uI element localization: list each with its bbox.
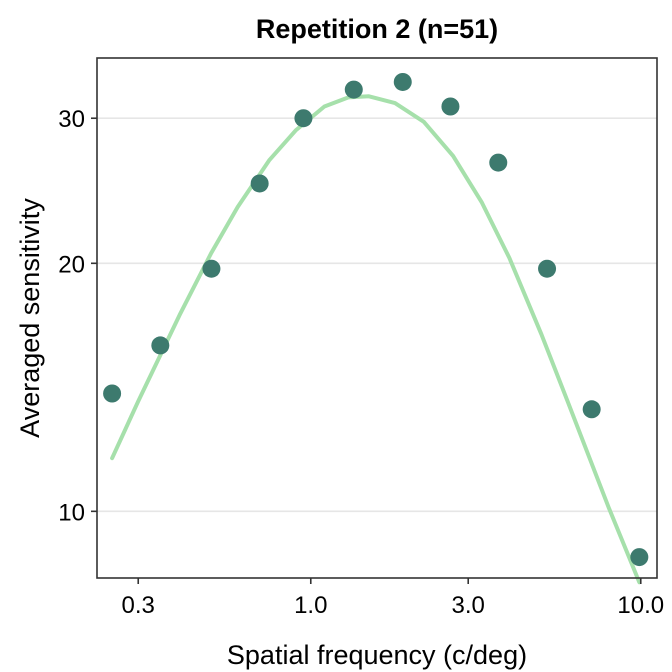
data-point bbox=[630, 548, 649, 567]
fit-curve bbox=[110, 94, 642, 585]
data-point bbox=[202, 259, 221, 278]
data-point bbox=[582, 400, 601, 419]
grid-lines bbox=[97, 117, 657, 513]
x-axis-ticks: 0.3 1.0 3.0 10.0 bbox=[122, 578, 664, 619]
data-point bbox=[538, 259, 557, 278]
x-tick-label: 3.0 bbox=[452, 592, 485, 619]
y-tick-label: 20 bbox=[58, 251, 85, 278]
x-tick-label: 0.3 bbox=[122, 592, 155, 619]
fit-curve-layer bbox=[110, 94, 642, 585]
data-point bbox=[294, 109, 313, 128]
data-point bbox=[344, 80, 363, 99]
y-tick-label: 10 bbox=[58, 499, 85, 526]
data-point bbox=[393, 72, 412, 91]
y-axis-title: Averaged sensitivity bbox=[15, 198, 45, 438]
plot-panel bbox=[96, 57, 658, 579]
data-point bbox=[489, 153, 508, 172]
data-point bbox=[103, 384, 122, 403]
data-point bbox=[250, 174, 269, 193]
y-tick-label: 30 bbox=[58, 106, 85, 133]
data-point bbox=[151, 336, 170, 355]
x-tick-label: 1.0 bbox=[294, 592, 327, 619]
data-points bbox=[103, 72, 649, 567]
x-axis-title: Spatial frequency (c/deg) bbox=[227, 640, 527, 670]
x-tick-label: 10.0 bbox=[617, 592, 664, 619]
y-axis-ticks: 10 20 30 bbox=[58, 106, 97, 526]
data-point bbox=[441, 97, 460, 116]
chart-title: Repetition 2 (n=51) bbox=[256, 14, 498, 44]
